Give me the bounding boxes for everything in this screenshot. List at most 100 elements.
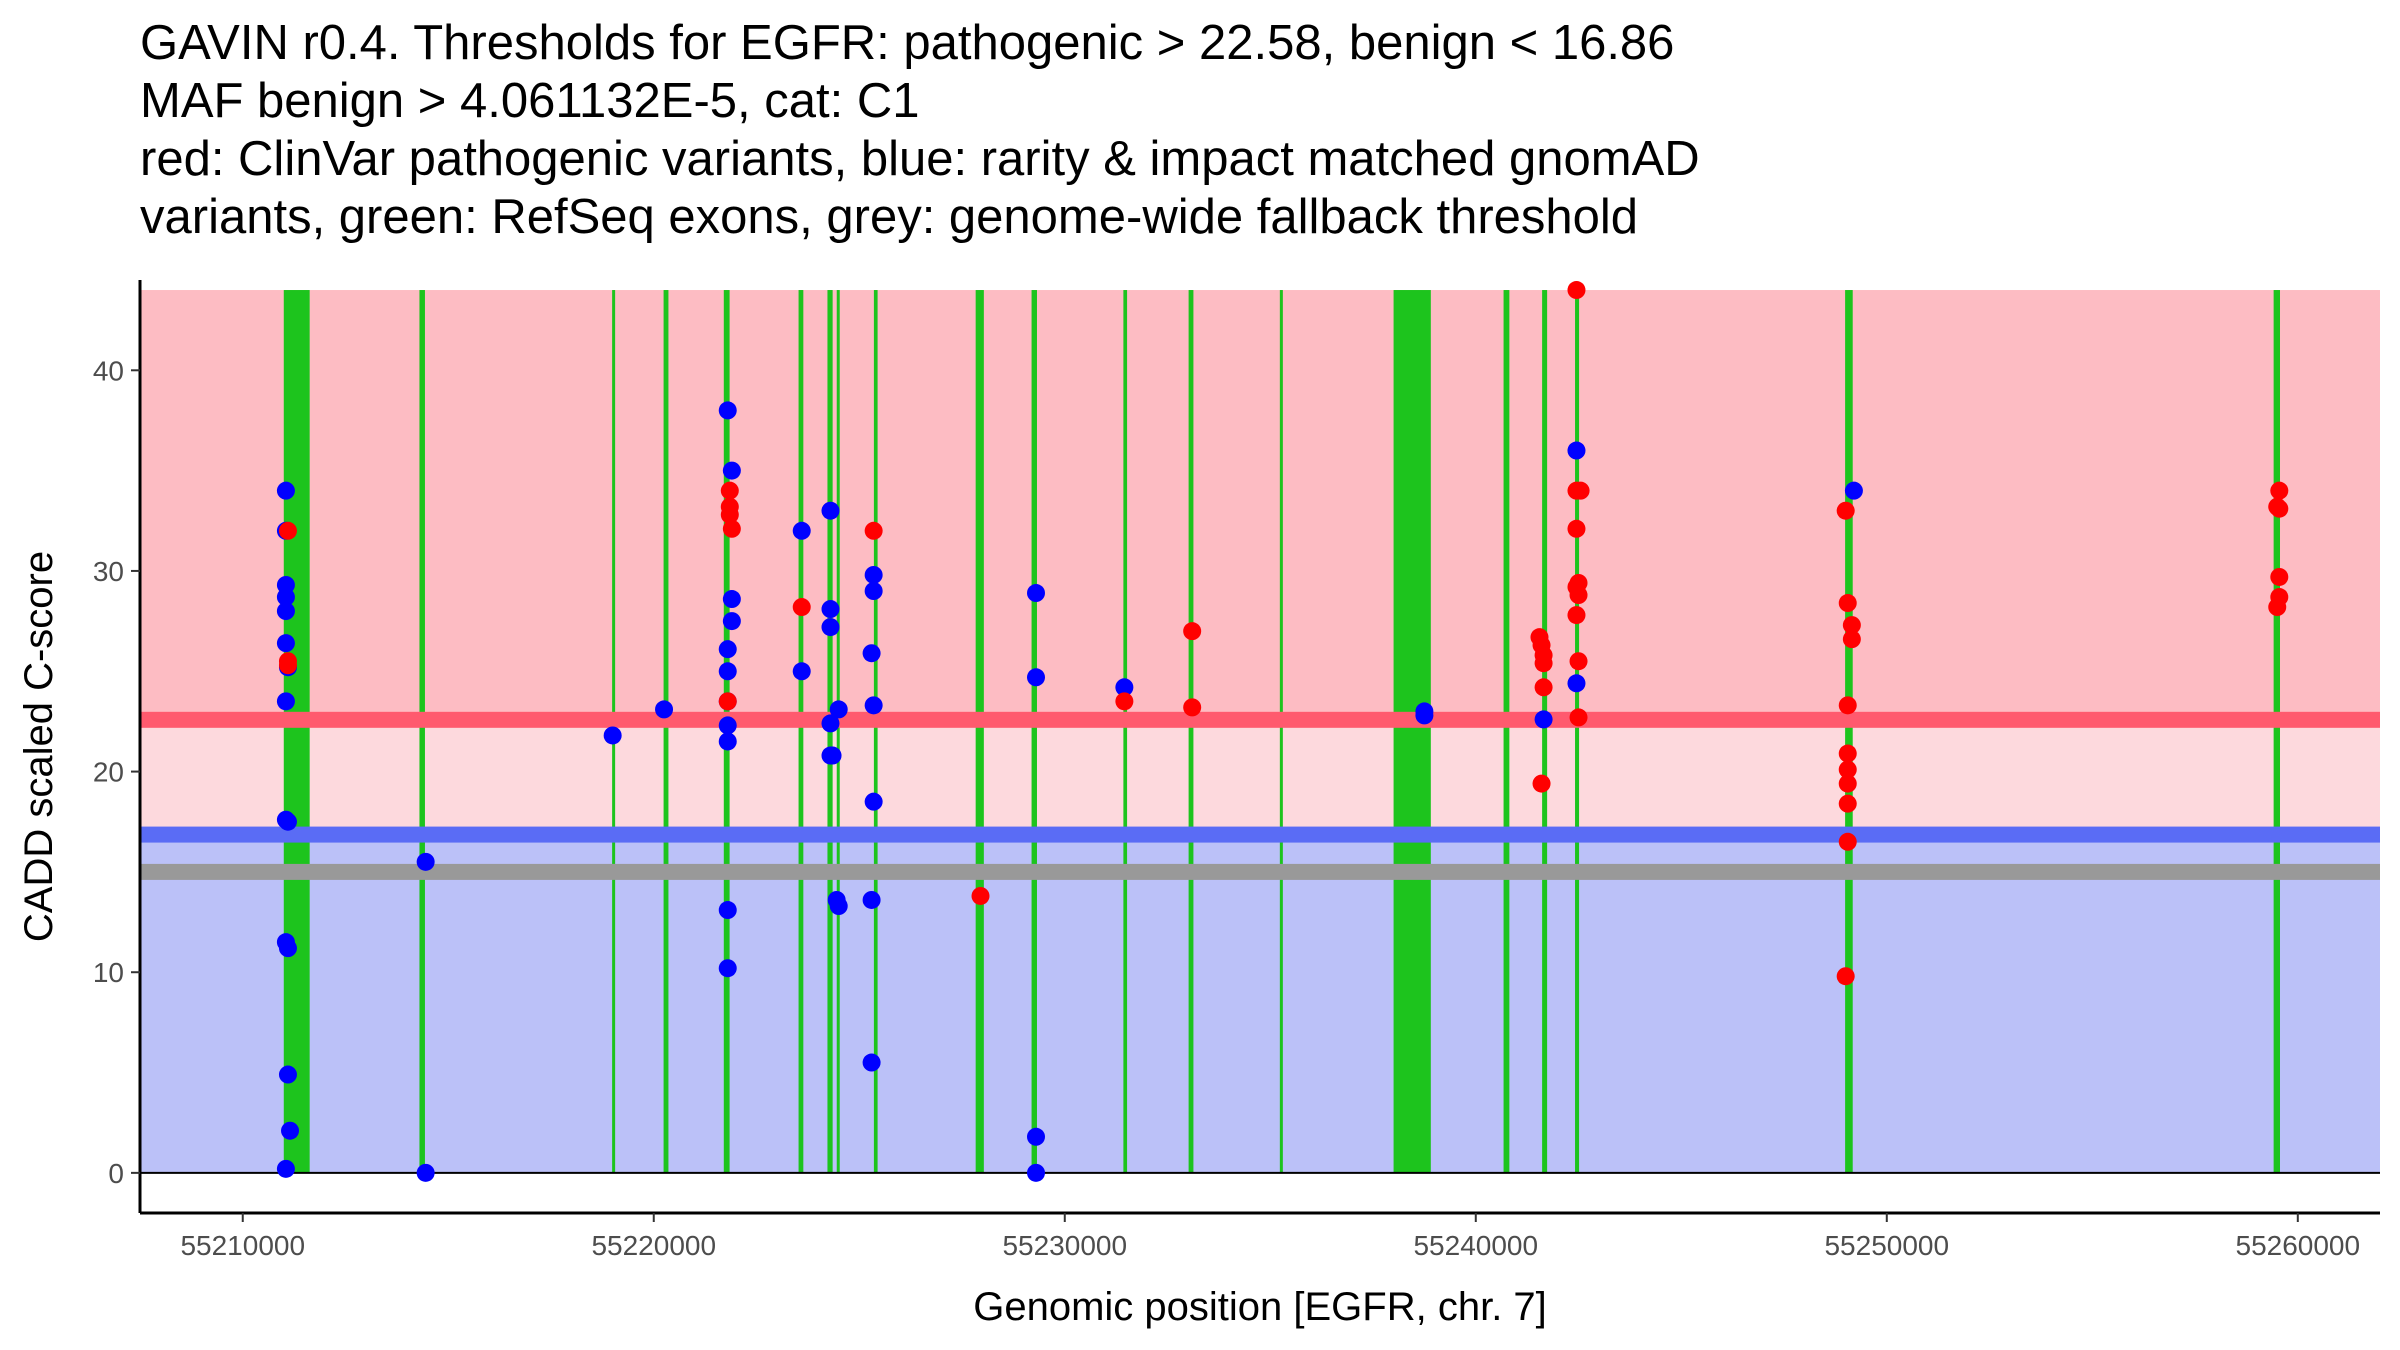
clinvar-point	[1567, 281, 1586, 300]
exon-bar	[1031, 290, 1037, 1173]
gnomad-point	[276, 588, 295, 607]
gnomad-point	[718, 662, 737, 681]
clinvar-point	[1836, 967, 1855, 986]
clinvar-point	[1534, 654, 1553, 673]
clinvar-point	[1183, 622, 1202, 641]
benign-threshold-line	[140, 826, 2380, 843]
clinvar-point	[2270, 481, 2289, 500]
exon-bar	[1279, 290, 1283, 1173]
pathogenic-threshold-line	[140, 711, 2380, 728]
gnomad-point	[718, 901, 737, 920]
gnomad-point	[718, 959, 737, 978]
gnomad-point	[1027, 668, 1045, 687]
pathogenic-region	[140, 290, 2380, 720]
gnomad-point	[1567, 441, 1586, 460]
threshold-regions	[140, 290, 2380, 1173]
intermediate-region	[140, 719, 2380, 835]
gnomad-point	[1415, 706, 1434, 725]
clinvar-point	[1838, 744, 1857, 763]
exon-bar	[798, 290, 804, 1173]
clinvar-point	[278, 656, 297, 675]
clinvar-point	[718, 692, 737, 711]
exon-bar	[419, 290, 425, 1173]
clinvar-point	[1115, 692, 1134, 711]
gnomad-point	[722, 590, 741, 609]
x-tick-label: 55240000	[1413, 1230, 1538, 1261]
clinvar-point	[1836, 501, 1855, 520]
exon-bar	[1503, 290, 1510, 1173]
fallback-threshold-line	[140, 863, 2380, 880]
clinvar-point	[1838, 774, 1857, 793]
clinvar-point	[720, 505, 739, 524]
y-tick-label: 10	[93, 957, 124, 988]
gnomad-point	[821, 600, 840, 619]
threshold-lines	[140, 711, 2380, 880]
gnomad-point	[718, 640, 737, 659]
clinvar-point	[722, 519, 741, 538]
gnomad-point	[1027, 584, 1045, 603]
exon-bar	[975, 290, 984, 1173]
gnomad-point	[829, 897, 848, 916]
gnomad-point	[829, 700, 848, 719]
gnomad-point	[603, 726, 622, 745]
gnomad-point	[655, 700, 674, 719]
gnomad-point	[718, 401, 737, 420]
exon-bar	[283, 290, 310, 1173]
clinvar-point	[1569, 708, 1588, 727]
gnomad-point	[276, 602, 295, 621]
gnomad-point	[864, 582, 883, 600]
gnomad-point	[821, 501, 840, 520]
title-line-3: red: ClinVar pathogenic variants, blue: …	[140, 132, 1700, 186]
x-tick-label: 55230000	[1002, 1230, 1127, 1261]
gnomad-point	[718, 716, 737, 735]
exon-bar	[1542, 290, 1548, 1173]
x-tick-label: 55220000	[591, 1230, 716, 1261]
exon-bar	[1575, 290, 1580, 1173]
gnomad-point	[416, 1163, 435, 1182]
gnomad-point	[276, 481, 295, 500]
exon-bar	[1123, 290, 1128, 1173]
clinvar-point	[1838, 760, 1857, 779]
title-line-4: variants, green: RefSeq exons, grey: gen…	[140, 190, 1639, 244]
gnomad-point	[278, 812, 297, 831]
exon-bar	[873, 290, 878, 1173]
title-line-2: MAF benign > 4.061132E-5, cat: C1	[140, 74, 920, 128]
gnomad-point	[862, 890, 881, 909]
gnomad-point	[276, 692, 295, 711]
clinvar-point	[1534, 678, 1553, 697]
clinvar-point	[1838, 696, 1857, 715]
clinvar-point	[864, 521, 883, 540]
clinvar-point	[1183, 698, 1202, 717]
exon-bar	[1188, 290, 1194, 1173]
gnomad-point	[416, 852, 435, 871]
gnomad-point	[718, 732, 737, 751]
gnomad-point	[821, 618, 840, 637]
clinvar-point	[1532, 774, 1551, 793]
clinvar-point	[720, 481, 739, 500]
gnomad-point	[1027, 1163, 1045, 1182]
gnomad-point	[281, 1121, 300, 1140]
y-tick-label: 20	[93, 757, 124, 788]
clinvar-point	[1842, 616, 1861, 635]
x-axis-title: Genomic position [EGFR, chr. 7]	[973, 1285, 1547, 1329]
y-axis-ticks: 0 10 20 30 40	[93, 355, 140, 1189]
exon-bar	[663, 290, 669, 1173]
exon-bar	[836, 290, 840, 1173]
gnomad-point	[1534, 710, 1553, 729]
clinvar-point	[1842, 630, 1861, 649]
title-line-1: GAVIN r0.4. Thresholds for EGFR: pathoge…	[140, 16, 1675, 70]
clinvar-point	[1569, 652, 1588, 671]
chart-title: GAVIN r0.4. Thresholds for EGFR: pathoge…	[140, 14, 2340, 246]
variant-points	[276, 281, 2289, 1182]
gnomad-point	[821, 714, 840, 733]
gnomad-point	[1027, 1127, 1045, 1146]
gnomad-point	[276, 1159, 295, 1178]
clinvar-point	[792, 598, 811, 617]
gnomad-point	[862, 1053, 881, 1072]
x-tick-label: 55250000	[1824, 1230, 1949, 1261]
clinvar-point	[1569, 586, 1588, 605]
clinvar-point	[2270, 499, 2289, 518]
clinvar-point	[971, 886, 990, 905]
y-tick-label: 30	[93, 556, 124, 587]
